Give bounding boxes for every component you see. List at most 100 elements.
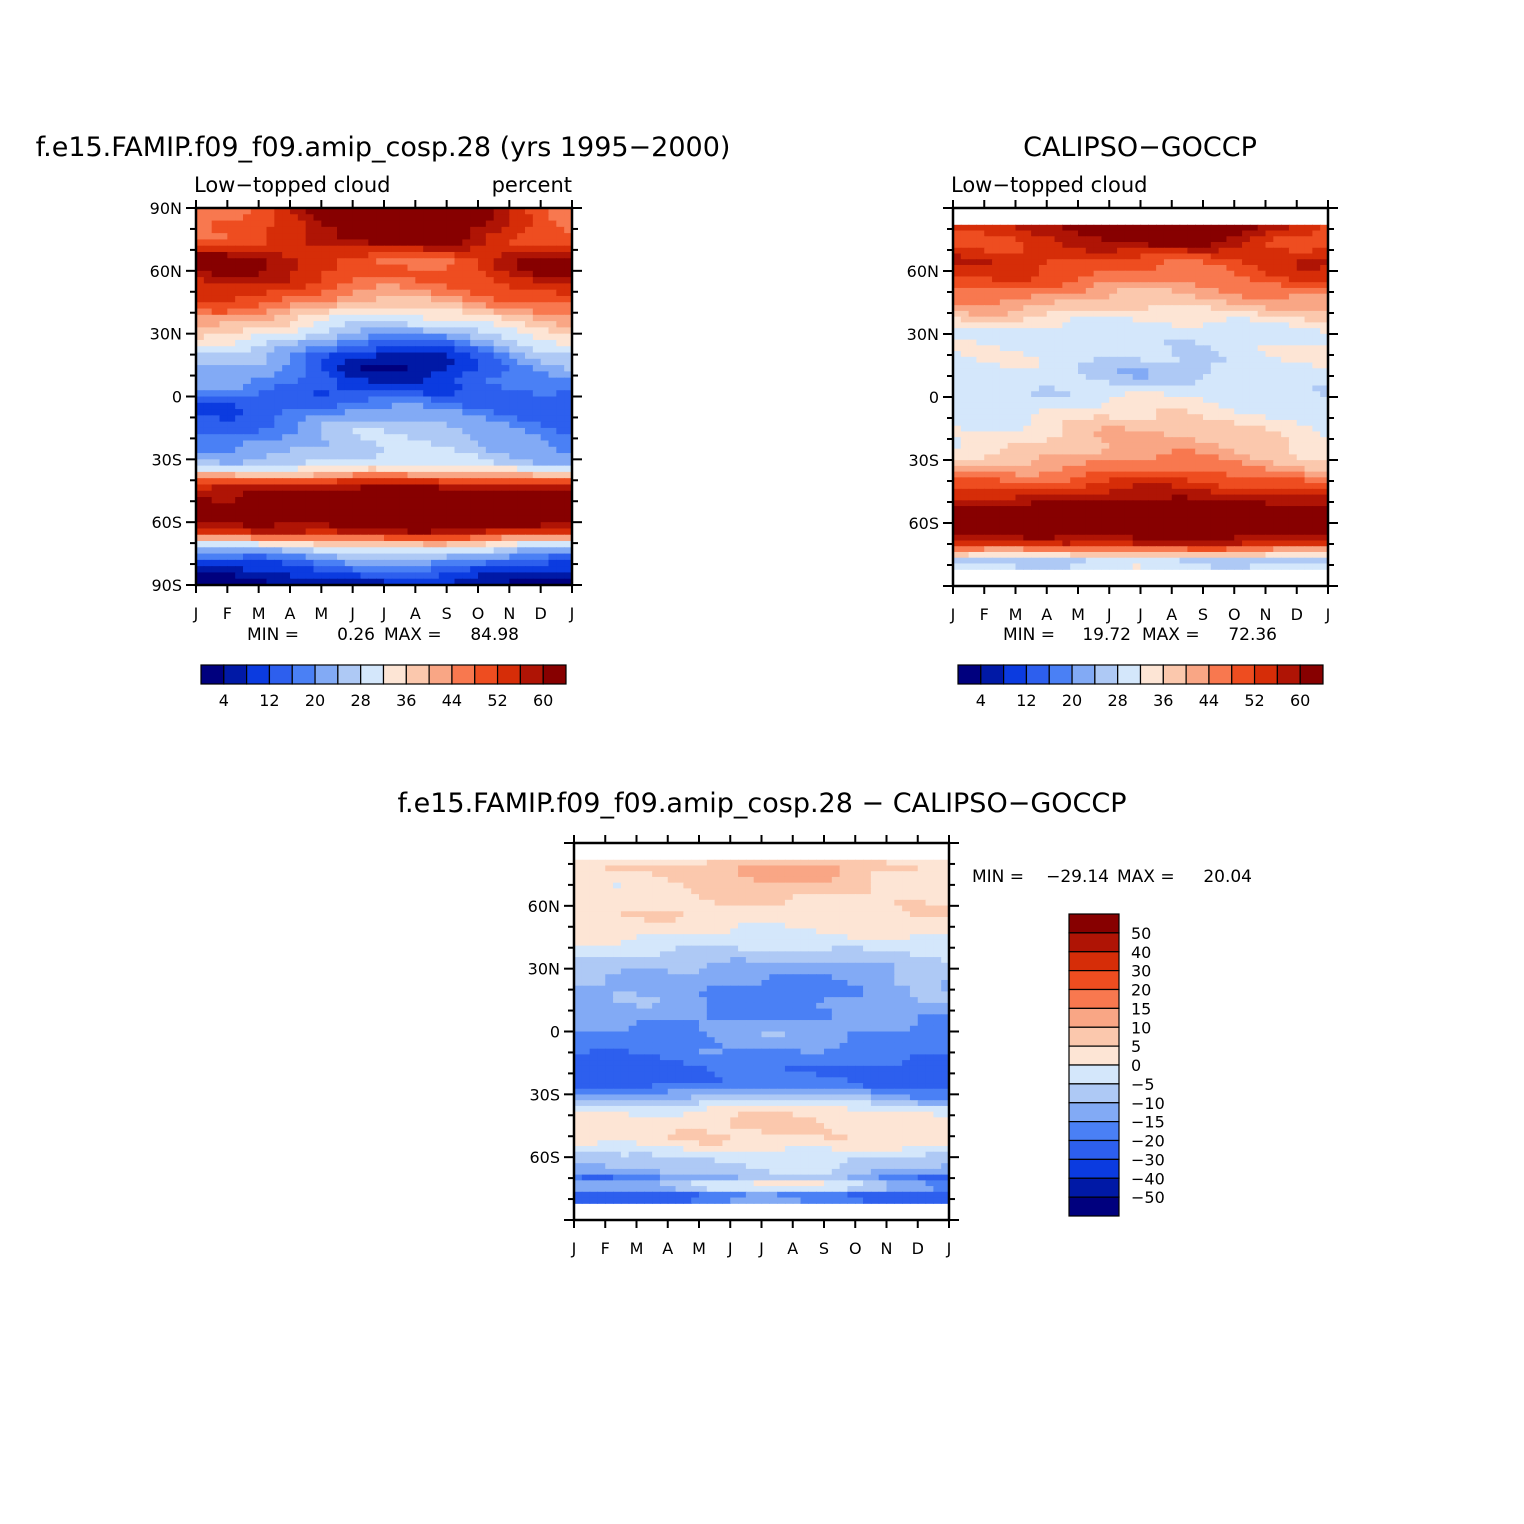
field-cell [1117,419,1126,427]
field-cell [250,396,260,404]
field-cell [454,402,463,410]
field-cell [485,534,495,542]
field-cell [478,264,487,272]
field-cell [446,453,456,460]
field-cell [203,490,213,498]
field-cell [992,322,1001,329]
field-cell [196,295,205,303]
field-cell [509,383,518,391]
field-cell [376,478,385,486]
field-cell [1304,305,1313,312]
field-cell [1304,414,1313,421]
field-cell [360,522,369,530]
field-cell [203,208,213,215]
field-cell [1140,339,1149,346]
field-cell [1210,391,1220,398]
field-cell [1242,442,1251,450]
field-cell [219,446,228,454]
field-cell [1187,408,1196,415]
field-cell [211,339,221,347]
field-cell [344,264,354,272]
field-cell [548,352,557,360]
field-cell [1218,259,1228,266]
field-cell [407,390,416,398]
field-cell [431,559,440,567]
field-cell [454,497,463,504]
field-cell [407,528,416,536]
y-tick-label: 30N [150,325,182,344]
field-cell [446,358,456,366]
field-cell [1148,230,1157,237]
field-cell [352,277,362,284]
field-cell [532,534,542,542]
field-cell [407,214,416,222]
field-cell [976,368,985,375]
field-cell [1093,270,1103,278]
field-cell [1203,425,1212,433]
field-cell [258,578,268,586]
y-tick-label: 60N [150,262,182,281]
field-cell [960,259,970,266]
field-cell [290,572,299,580]
field-cell [274,358,283,366]
field-cell [446,264,456,272]
field-cell [423,302,432,310]
field-cell [391,522,401,530]
field-cell [1132,328,1142,335]
field-cell [1281,247,1290,255]
field-cell [1078,414,1087,421]
field-cell [1007,333,1017,341]
field-cell [1179,230,1188,237]
field-cell [360,509,369,517]
field-cell [211,295,221,303]
field-cell [329,534,338,542]
field-cell [243,534,252,542]
field-cell [407,396,416,404]
field-cell [1078,253,1087,260]
field-cell [1320,368,1329,375]
field-cell [953,402,962,410]
field-cell [1156,437,1165,444]
field-cell [329,465,338,473]
field-cell [423,415,432,423]
field-cell [407,358,416,366]
field-cell [501,295,510,303]
field-cell [266,390,275,398]
field-cell [266,484,275,492]
field-cell [556,515,565,523]
field-cell [556,478,565,486]
field-cell [968,236,978,243]
field-cell [485,352,495,360]
field-cell [1195,310,1204,318]
field-cell [984,437,993,444]
field-cell [968,414,978,421]
field-cell [360,214,369,222]
field-cell [1101,259,1110,266]
field-cell [235,572,244,580]
field-cell [556,534,565,542]
field-cell [1195,368,1204,375]
field-cell [297,352,307,360]
field-cell [1234,391,1243,398]
field-cell [1062,224,1071,232]
field-cell [493,566,503,574]
field-cell [344,289,354,297]
field-cell [438,465,448,473]
field-cell [1101,356,1110,364]
field-cell [1023,402,1032,410]
field-cell [1093,437,1103,444]
field-cell [1038,391,1048,398]
field-cell [1218,264,1228,272]
field-cell [540,515,550,523]
field-cell [1195,408,1204,415]
field-cell [1117,259,1126,266]
field-cell [1249,362,1259,369]
field-cell [321,302,330,310]
colorbar-label: 20 [305,691,325,710]
field-cell [290,421,299,429]
field-cell [1273,379,1282,387]
field-cell [1031,230,1040,237]
field-cell [243,346,252,354]
field-cell [1187,253,1196,260]
field-cell [235,427,244,435]
